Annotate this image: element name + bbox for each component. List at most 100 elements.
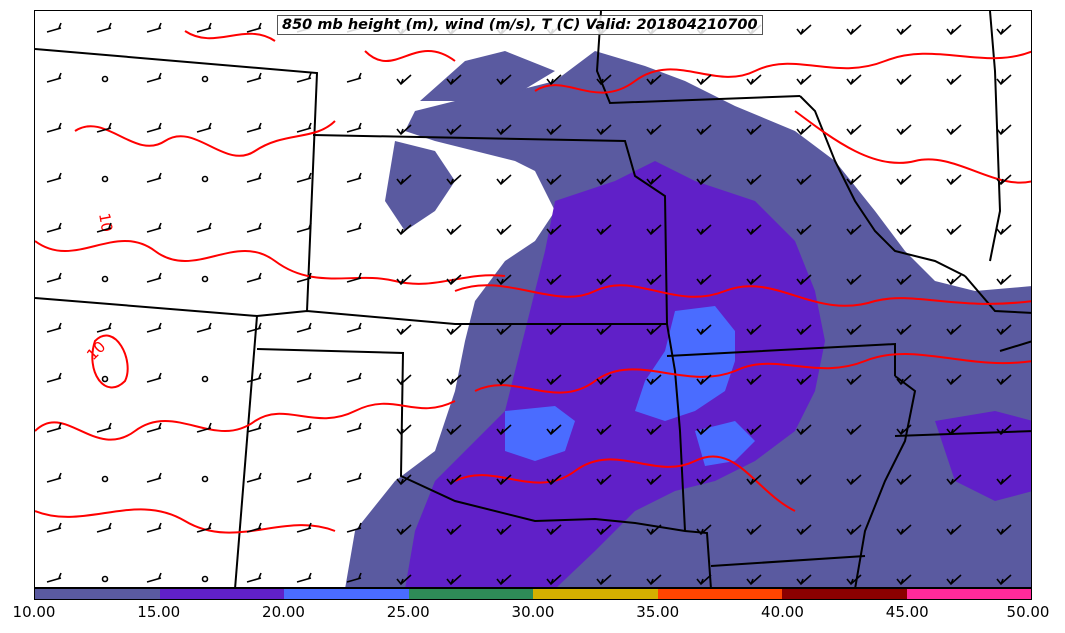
wind-barb	[196, 122, 212, 133]
wind-barb	[646, 574, 662, 586]
wind-barb	[396, 174, 412, 186]
wind-barb	[346, 172, 362, 183]
wind-barb	[846, 224, 862, 236]
wind-barb	[296, 172, 312, 183]
wind-barb	[796, 374, 812, 386]
wind-barb	[146, 72, 162, 83]
colorbar-tick-label: 35.00	[636, 603, 680, 621]
colorbar-segment	[35, 589, 160, 599]
wind-barb	[146, 372, 162, 383]
wind-barb	[996, 574, 1012, 586]
wind-barb	[946, 474, 962, 486]
wind-barb	[396, 324, 412, 336]
calm-wind-circle	[101, 75, 109, 83]
wind-barb	[146, 322, 162, 333]
wind-barb	[346, 372, 362, 383]
wind-barb	[746, 524, 762, 536]
wind-barb	[346, 122, 362, 133]
wind-barb	[696, 274, 712, 286]
wind-barb	[46, 522, 62, 533]
wind-barb	[546, 374, 562, 386]
wind-barb	[446, 74, 462, 86]
wind-barb	[46, 472, 62, 483]
calm-wind-circle	[101, 575, 109, 583]
wind-barb	[546, 174, 562, 186]
calm-wind-circle	[201, 275, 209, 283]
wind-barb	[946, 174, 962, 186]
wind-barb	[846, 174, 862, 186]
wind-barb	[896, 474, 912, 486]
boundaries	[35, 11, 1031, 587]
wind-barb	[546, 474, 562, 486]
wind-barb	[446, 574, 462, 586]
wind-barb	[846, 474, 862, 486]
wind-barb	[696, 574, 712, 586]
wind-barb	[896, 124, 912, 136]
wind-barb	[446, 324, 462, 336]
wind-barb	[496, 374, 512, 386]
wind-barb	[946, 574, 962, 586]
wind-barb	[846, 524, 862, 536]
calm-wind-circle	[201, 475, 209, 483]
wind-barb	[796, 524, 812, 536]
wind-barb	[496, 524, 512, 536]
wind-barb	[846, 274, 862, 286]
wind-barb	[646, 74, 662, 86]
wind-barb	[896, 274, 912, 286]
wind-barb	[746, 474, 762, 486]
wind-barb	[746, 324, 762, 336]
wind-barb	[646, 374, 662, 386]
wind-barb	[496, 124, 512, 136]
wind-barb	[546, 224, 562, 236]
wind-barb	[346, 472, 362, 483]
wind-barb	[546, 424, 562, 436]
wind-barb	[446, 174, 462, 186]
wind-barb	[896, 24, 912, 36]
wind-barb	[796, 174, 812, 186]
wind-barb	[396, 424, 412, 436]
wind-barb	[546, 124, 562, 136]
wind-barb	[396, 274, 412, 286]
wind-barb	[846, 24, 862, 36]
wind-barb	[696, 374, 712, 386]
wind-barb	[496, 324, 512, 336]
wind-barb	[896, 424, 912, 436]
colorbar-segment	[782, 589, 907, 599]
wind-barb	[746, 174, 762, 186]
wind-barb	[46, 222, 62, 233]
wind-barb	[346, 572, 362, 583]
colorbar-segment	[657, 589, 782, 599]
wind-barb	[196, 222, 212, 233]
wind-barb	[946, 424, 962, 436]
calm-wind-circle	[201, 575, 209, 583]
wind-barb	[646, 324, 662, 336]
colorbar-tick-label: 15.00	[137, 603, 181, 621]
wind-barb	[246, 422, 262, 433]
wind-barb	[146, 22, 162, 33]
wind-barb	[796, 274, 812, 286]
wind-barb	[246, 72, 262, 83]
colorbar-tick-label: 10.00	[12, 603, 56, 621]
wind-barb	[396, 374, 412, 386]
map-title: 850 mb height (m), wind (m/s), T (C) Val…	[277, 15, 763, 35]
wind-barb	[196, 22, 212, 33]
wind-barb	[646, 124, 662, 136]
wind-barb	[96, 522, 112, 533]
shade-20-25	[505, 306, 755, 466]
wind-barb	[446, 524, 462, 536]
wind-barb	[396, 224, 412, 236]
wind-barb	[96, 422, 112, 433]
wind-barb	[796, 224, 812, 236]
wind-barb	[446, 224, 462, 236]
wind-barb	[46, 72, 62, 83]
wind-barb	[396, 574, 412, 586]
wind-barb	[396, 474, 412, 486]
wind-barb	[446, 124, 462, 136]
wind-barb	[996, 24, 1012, 36]
wind-barb	[596, 174, 612, 186]
wind-barb	[246, 172, 262, 183]
wind-barb	[46, 422, 62, 433]
colorbar	[34, 588, 1032, 600]
wind-barb	[246, 122, 262, 133]
wind-barb	[796, 24, 812, 36]
